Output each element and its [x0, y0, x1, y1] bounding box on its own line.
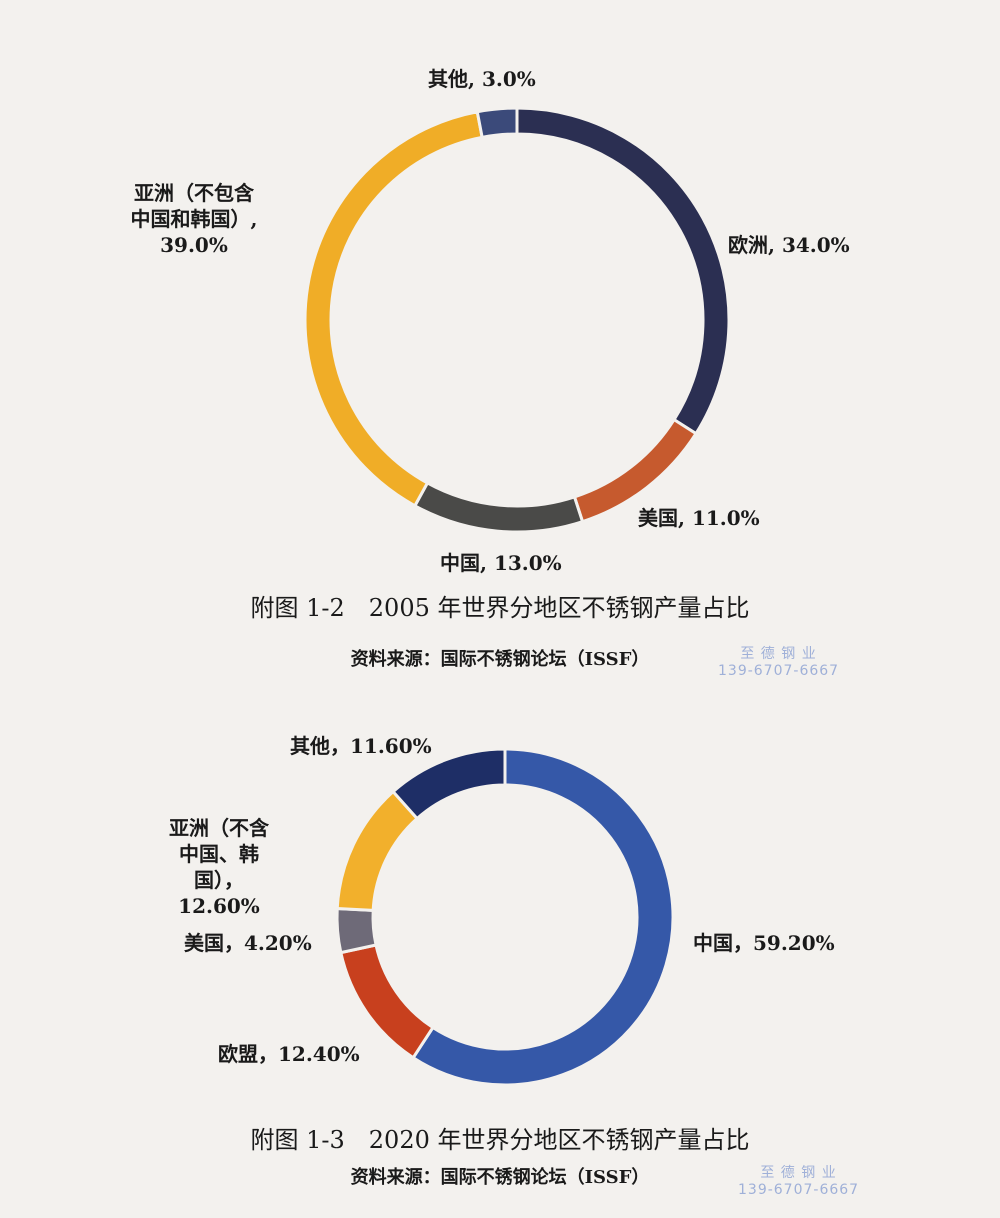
value-label: 13.0%	[493, 551, 562, 575]
label-separator: ,	[468, 67, 482, 91]
donut-segment	[515, 106, 731, 436]
value-label: 3.0%	[481, 67, 536, 91]
watermark: 至 德 钢 业 139-6707-6667	[738, 1162, 859, 1198]
label-separator: ，	[224, 868, 244, 892]
category-label: 亚洲（不包含中国和韩国）	[130, 181, 254, 231]
donut-segment	[335, 906, 378, 955]
category-label: 其他	[428, 67, 468, 91]
category-label: 中国	[693, 931, 733, 955]
donut-segment	[411, 747, 675, 1087]
label-separator: ,	[480, 551, 494, 575]
label-separator: ，	[733, 931, 753, 955]
category-label: 美国	[184, 931, 224, 955]
value-label: 11.60%	[350, 734, 432, 758]
data-label: 美国, 11.0%	[638, 505, 760, 531]
data-label: 欧盟，12.40%	[218, 1041, 360, 1067]
label-separator: ，	[224, 931, 244, 955]
data-label: 亚洲（不含中国、韩国），12.60%	[160, 815, 278, 919]
label-separator: ，	[330, 734, 350, 758]
data-label: 其他，11.60%	[290, 733, 432, 759]
data-label: 欧洲, 34.0%	[728, 232, 850, 258]
data-label: 亚洲（不包含中国和韩国）, 39.0%	[128, 180, 260, 258]
watermark-name: 至 德 钢 业	[740, 646, 817, 662]
data-label: 中国, 13.0%	[440, 550, 562, 576]
donut-segment	[335, 789, 420, 912]
category-label: 其他	[290, 734, 330, 758]
category-label: 美国	[638, 506, 678, 530]
chart-source: 资料来源：国际不锈钢论坛（ISSF）	[350, 649, 650, 670]
label-separator: ,	[678, 506, 692, 530]
label-separator: ,	[250, 207, 258, 231]
chart-source: 资料来源：国际不锈钢论坛（ISSF）	[350, 1167, 650, 1188]
donut-segment	[390, 747, 507, 821]
category-label: 中国	[440, 551, 480, 575]
donut-segment	[303, 109, 484, 508]
category-label: 欧盟	[218, 1042, 258, 1066]
data-label: 其他, 3.0%	[428, 66, 536, 92]
chart-title: 附图 1-3 2020 年世界分地区不锈钢产量占比	[250, 1126, 750, 1154]
chart-title: 附图 1-2 2005 年世界分地区不锈钢产量占比	[250, 594, 750, 622]
data-label: 中国，59.20%	[693, 930, 835, 956]
category-label: 亚洲（不含中国、韩国）	[169, 816, 269, 892]
label-separator: ,	[768, 233, 782, 257]
value-label: 4.20%	[244, 931, 312, 955]
value-label: 11.0%	[691, 506, 760, 530]
label-separator: ，	[258, 1042, 278, 1066]
donut-segment	[412, 480, 585, 534]
data-label: 美国，4.20%	[184, 930, 312, 956]
watermark-name: 至 德 钢 业	[760, 1165, 837, 1181]
value-label: 59.20%	[753, 931, 835, 955]
watermark: 至 德 钢 业 139-6707-6667	[718, 643, 839, 679]
watermark-phone: 139-6707-6667	[738, 1182, 860, 1198]
category-label: 欧洲	[728, 233, 768, 257]
watermark-phone: 139-6707-6667	[718, 663, 840, 679]
value-label: 12.60%	[178, 894, 260, 918]
value-label: 39.0%	[160, 233, 228, 257]
value-label: 12.40%	[278, 1042, 360, 1066]
value-label: 34.0%	[781, 233, 850, 257]
donut-segment	[475, 106, 519, 140]
